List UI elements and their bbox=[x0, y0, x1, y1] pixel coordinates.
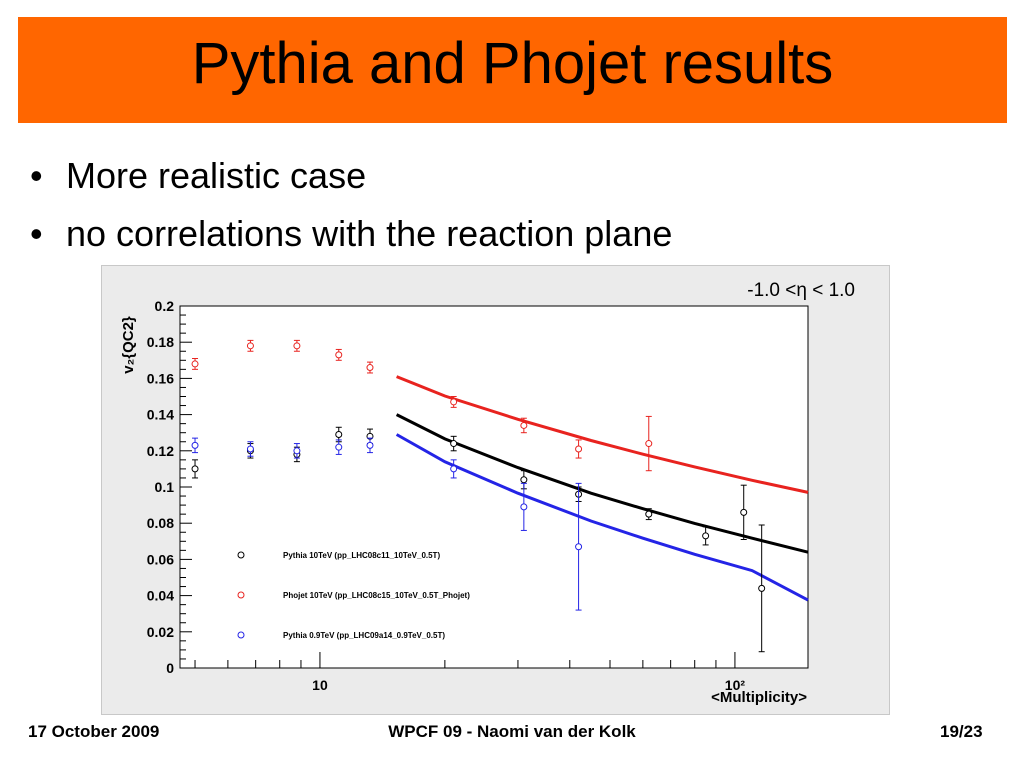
data-point bbox=[335, 351, 343, 359]
data-point bbox=[575, 445, 583, 453]
footer-page-number: 19/23 bbox=[940, 722, 983, 741]
footer-center: WPCF 09 - Naomi van der Kolk bbox=[388, 722, 636, 741]
data-points bbox=[191, 339, 766, 653]
y-tick-label: 0.2 bbox=[155, 298, 175, 314]
bullet-dot-icon: • bbox=[30, 213, 43, 254]
legend-label: Pythia 10TeV (pp_LHC08c11_10TeV_0.5T) bbox=[283, 551, 440, 560]
data-point bbox=[293, 342, 301, 350]
y-tick-label: 0.16 bbox=[147, 370, 174, 386]
legend-label: Phojet 10TeV (pp_LHC08c15_10TeV_0.5T_Pho… bbox=[283, 591, 470, 600]
bullet-item: • More realistic case bbox=[30, 152, 672, 210]
data-point bbox=[450, 465, 458, 473]
plot-area bbox=[179, 305, 809, 669]
data-point bbox=[366, 364, 374, 372]
data-point bbox=[758, 584, 766, 592]
data-point bbox=[740, 508, 748, 516]
fit-curve bbox=[395, 433, 809, 602]
fit-curve bbox=[396, 375, 809, 494]
y-axis: 0 0.02 0.04 0.06 0.08 0.1 0.12 0.14 0.16 0.18 0.2 bbox=[147, 298, 192, 676]
data-point bbox=[246, 445, 254, 453]
data-point bbox=[335, 431, 343, 439]
eta-range-annotation: -1.0 <η < 1.0 bbox=[747, 280, 855, 301]
y-tick-label: 0.08 bbox=[147, 515, 174, 531]
x-axis-label: <Multiplicity> bbox=[711, 689, 807, 706]
data-point bbox=[293, 447, 301, 455]
data-point bbox=[520, 421, 528, 429]
data-point bbox=[191, 441, 199, 449]
bullet-text: More realistic case bbox=[66, 155, 367, 196]
y-tick-label: 0.12 bbox=[147, 443, 174, 459]
bullet-list: • More realistic case • no correlations wi… bbox=[30, 152, 672, 268]
legend-label: Pythia 0.9TeV (pp_LHC09a14_0.9TeV_0.5T) bbox=[283, 631, 445, 640]
title-bar: Pythia and Phojet results bbox=[18, 17, 1007, 123]
x-tick-label: 10² bbox=[725, 677, 746, 693]
y-tick-label: 0.18 bbox=[147, 334, 174, 350]
y-axis-label: v₂{QC2} bbox=[120, 316, 137, 374]
data-point bbox=[191, 360, 199, 368]
data-point bbox=[366, 441, 374, 449]
data-point bbox=[191, 465, 199, 473]
x-tick-label: 10 bbox=[312, 677, 328, 693]
y-tick-label: 0.1 bbox=[155, 479, 175, 495]
data-point bbox=[575, 543, 583, 551]
y-tick-label: 0.06 bbox=[147, 551, 174, 567]
data-point bbox=[520, 476, 528, 484]
y-tick-label: 0.04 bbox=[147, 588, 174, 604]
bullet-dot-icon: • bbox=[30, 155, 43, 196]
y-tick-label: 0.02 bbox=[147, 624, 174, 640]
legend-marker bbox=[237, 591, 245, 599]
data-point bbox=[645, 440, 653, 448]
legend: Pythia 10TeV (pp_LHC08c11_10TeV_0.5T) Pho… bbox=[237, 551, 470, 640]
legend-marker bbox=[237, 631, 245, 639]
bullet-text: no correlations with the reaction plane bbox=[66, 213, 673, 254]
footer-date: 17 October 2009 bbox=[28, 722, 160, 741]
y-tick-label: 0 bbox=[166, 660, 174, 676]
legend-marker bbox=[237, 551, 245, 559]
data-point bbox=[520, 503, 528, 511]
slide-title: Pythia and Phojet results bbox=[191, 31, 834, 96]
data-point bbox=[246, 342, 254, 350]
y-tick-label: 0.14 bbox=[147, 407, 174, 423]
x-axis: 10 10² bbox=[194, 652, 746, 693]
data-point bbox=[450, 440, 458, 448]
data-point bbox=[702, 532, 710, 540]
data-point bbox=[335, 443, 343, 451]
data-point bbox=[450, 398, 458, 406]
bullet-item: • no correlations with the reaction plane bbox=[30, 210, 672, 268]
data-point bbox=[645, 510, 653, 518]
